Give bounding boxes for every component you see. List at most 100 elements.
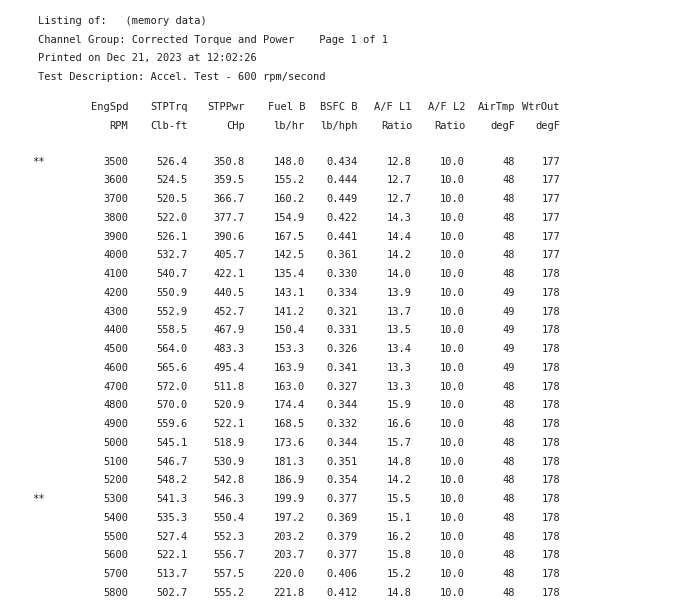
Text: 48: 48 bbox=[503, 569, 515, 579]
Text: 49: 49 bbox=[503, 344, 515, 354]
Text: 552.9: 552.9 bbox=[157, 307, 188, 316]
Text: 0.449: 0.449 bbox=[327, 194, 358, 204]
Text: 178: 178 bbox=[541, 438, 560, 448]
Text: lb/hph: lb/hph bbox=[321, 121, 358, 131]
Text: 48: 48 bbox=[503, 231, 515, 242]
Text: 178: 178 bbox=[541, 588, 560, 598]
Text: 570.0: 570.0 bbox=[157, 400, 188, 410]
Text: 173.6: 173.6 bbox=[274, 438, 305, 448]
Text: 48: 48 bbox=[503, 175, 515, 185]
Text: 177: 177 bbox=[541, 175, 560, 185]
Text: 10.0: 10.0 bbox=[440, 363, 465, 373]
Text: 14.4: 14.4 bbox=[387, 231, 412, 242]
Text: 15.5: 15.5 bbox=[387, 494, 412, 504]
Text: 49: 49 bbox=[503, 363, 515, 373]
Text: 0.377: 0.377 bbox=[327, 494, 358, 504]
Text: 10.0: 10.0 bbox=[440, 513, 465, 523]
Text: 48: 48 bbox=[503, 194, 515, 204]
Text: Listing of:   (memory data): Listing of: (memory data) bbox=[38, 16, 206, 26]
Text: 178: 178 bbox=[541, 307, 560, 316]
Text: 10.0: 10.0 bbox=[440, 419, 465, 429]
Text: WtrOut: WtrOut bbox=[522, 102, 560, 112]
Text: 197.2: 197.2 bbox=[274, 513, 305, 523]
Text: 3900: 3900 bbox=[103, 231, 128, 242]
Text: 452.7: 452.7 bbox=[214, 307, 245, 316]
Text: Printed on Dec 21, 2023 at 12:02:26: Printed on Dec 21, 2023 at 12:02:26 bbox=[38, 54, 257, 63]
Text: AirTmp: AirTmp bbox=[477, 102, 515, 112]
Text: 524.5: 524.5 bbox=[157, 175, 188, 185]
Text: 178: 178 bbox=[541, 513, 560, 523]
Text: Ratio: Ratio bbox=[434, 121, 465, 131]
Text: 10.0: 10.0 bbox=[440, 382, 465, 391]
Text: 199.9: 199.9 bbox=[274, 494, 305, 504]
Text: Test Description: Accel. Test - 600 rpm/second: Test Description: Accel. Test - 600 rpm/… bbox=[38, 72, 326, 82]
Text: 495.4: 495.4 bbox=[214, 363, 245, 373]
Text: 48: 48 bbox=[503, 532, 515, 542]
Text: 350.8: 350.8 bbox=[214, 156, 245, 167]
Text: 0.377: 0.377 bbox=[327, 550, 358, 561]
Text: 15.1: 15.1 bbox=[387, 513, 412, 523]
Text: 520.5: 520.5 bbox=[157, 194, 188, 204]
Text: 0.327: 0.327 bbox=[327, 382, 358, 391]
Text: 14.2: 14.2 bbox=[387, 251, 412, 260]
Text: 10.0: 10.0 bbox=[440, 175, 465, 185]
Text: 12.8: 12.8 bbox=[387, 156, 412, 167]
Text: 0.351: 0.351 bbox=[327, 457, 358, 467]
Text: 178: 178 bbox=[541, 419, 560, 429]
Text: 48: 48 bbox=[503, 419, 515, 429]
Text: 14.8: 14.8 bbox=[387, 588, 412, 598]
Text: 155.2: 155.2 bbox=[274, 175, 305, 185]
Text: 0.334: 0.334 bbox=[327, 288, 358, 298]
Text: 557.5: 557.5 bbox=[214, 569, 245, 579]
Text: 0.326: 0.326 bbox=[327, 344, 358, 354]
Text: 48: 48 bbox=[503, 382, 515, 391]
Text: 359.5: 359.5 bbox=[214, 175, 245, 185]
Text: 48: 48 bbox=[503, 457, 515, 467]
Text: A/F L1: A/F L1 bbox=[374, 102, 412, 112]
Text: 440.5: 440.5 bbox=[214, 288, 245, 298]
Text: **: ** bbox=[32, 156, 45, 167]
Text: 0.412: 0.412 bbox=[327, 588, 358, 598]
Text: 10.0: 10.0 bbox=[440, 438, 465, 448]
Text: 532.7: 532.7 bbox=[157, 251, 188, 260]
Text: 483.3: 483.3 bbox=[214, 344, 245, 354]
Text: 163.9: 163.9 bbox=[274, 363, 305, 373]
Text: 10.0: 10.0 bbox=[440, 494, 465, 504]
Text: 527.4: 527.4 bbox=[157, 532, 188, 542]
Text: 5400: 5400 bbox=[103, 513, 128, 523]
Text: 10.0: 10.0 bbox=[440, 307, 465, 316]
Text: 5100: 5100 bbox=[103, 457, 128, 467]
Text: 142.5: 142.5 bbox=[274, 251, 305, 260]
Text: 10.0: 10.0 bbox=[440, 532, 465, 542]
Text: 10.0: 10.0 bbox=[440, 213, 465, 223]
Text: 48: 48 bbox=[503, 588, 515, 598]
Text: 178: 178 bbox=[541, 363, 560, 373]
Text: 541.3: 541.3 bbox=[157, 494, 188, 504]
Text: 5000: 5000 bbox=[103, 438, 128, 448]
Text: 0.321: 0.321 bbox=[327, 307, 358, 316]
Text: STPTrq: STPTrq bbox=[150, 102, 188, 112]
Text: Clb-ft: Clb-ft bbox=[150, 121, 188, 131]
Text: 550.4: 550.4 bbox=[214, 513, 245, 523]
Text: 177: 177 bbox=[541, 231, 560, 242]
Text: 178: 178 bbox=[541, 550, 560, 561]
Text: 518.9: 518.9 bbox=[214, 438, 245, 448]
Text: 153.3: 153.3 bbox=[274, 344, 305, 354]
Text: 177: 177 bbox=[541, 156, 560, 167]
Text: 511.8: 511.8 bbox=[214, 382, 245, 391]
Text: 167.5: 167.5 bbox=[274, 231, 305, 242]
Text: CHp: CHp bbox=[226, 121, 245, 131]
Text: 48: 48 bbox=[503, 213, 515, 223]
Text: 4600: 4600 bbox=[103, 363, 128, 373]
Text: 10.0: 10.0 bbox=[440, 326, 465, 335]
Text: 178: 178 bbox=[541, 400, 560, 410]
Text: 4100: 4100 bbox=[103, 269, 128, 279]
Text: 558.5: 558.5 bbox=[157, 326, 188, 335]
Text: 556.7: 556.7 bbox=[214, 550, 245, 561]
Text: 0.434: 0.434 bbox=[327, 156, 358, 167]
Text: 10.0: 10.0 bbox=[440, 400, 465, 410]
Text: 48: 48 bbox=[503, 251, 515, 260]
Text: 178: 178 bbox=[541, 288, 560, 298]
Text: 48: 48 bbox=[503, 438, 515, 448]
Text: 13.4: 13.4 bbox=[387, 344, 412, 354]
